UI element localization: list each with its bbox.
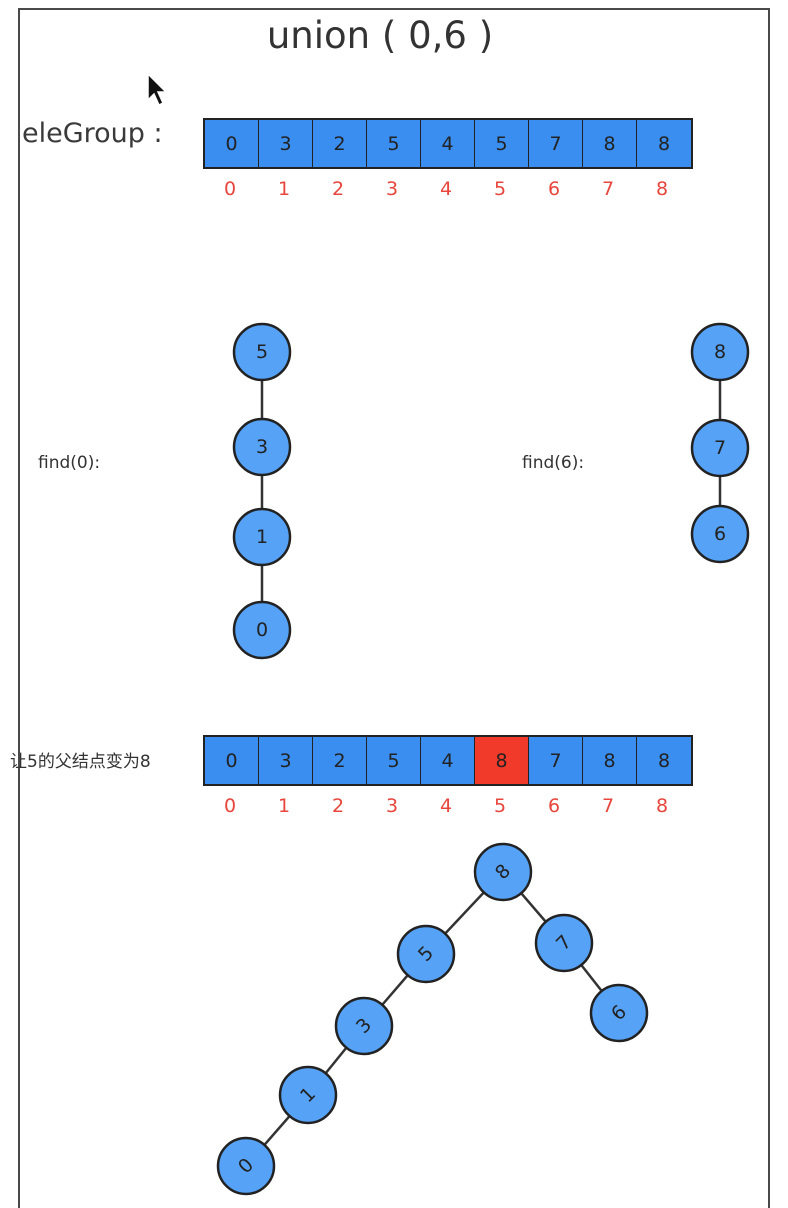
array-cell: 0: [205, 737, 259, 784]
array-index: 5: [493, 178, 507, 200]
find-right-label: find(6):: [522, 453, 585, 473]
array-index: 1: [277, 795, 291, 817]
array-cell: 8: [637, 737, 691, 784]
array-cell: 8: [475, 737, 529, 784]
tree-node: 8: [690, 322, 750, 382]
array-index: 3: [385, 795, 399, 817]
tree-node: 6: [690, 504, 750, 564]
array-after-label: 让5的父结点变为8: [10, 752, 151, 772]
array-index: 3: [385, 178, 399, 200]
tree-node: 3: [334, 996, 394, 1056]
diagram-title: union ( 0,6 ): [266, 14, 494, 57]
svg-text:0: 0: [256, 619, 268, 641]
find-left-label: find(0):: [38, 453, 101, 473]
mouse-cursor-icon: [147, 72, 168, 107]
array-index: 5: [493, 795, 507, 817]
array-cell: 5: [367, 120, 421, 167]
tree-node: 1: [232, 507, 292, 567]
tree-node: 8: [473, 842, 533, 902]
array-cell: 2: [313, 120, 367, 167]
array-index: 1: [277, 178, 291, 200]
array-cell: 4: [421, 120, 475, 167]
svg-text:5: 5: [256, 341, 268, 363]
array-index: 6: [547, 178, 561, 200]
array-cell: 5: [475, 120, 529, 167]
array-label: eleGroup :: [22, 118, 163, 149]
array-index: 6: [547, 795, 561, 817]
array-index: 7: [601, 178, 615, 200]
tree-node: 7: [690, 418, 750, 478]
svg-text:8: 8: [714, 341, 726, 363]
array-index: 4: [439, 178, 453, 200]
array-cell: 0: [205, 120, 259, 167]
svg-text:6: 6: [714, 523, 726, 545]
tree-node: 6: [589, 983, 649, 1043]
tree-node: 3: [232, 417, 292, 477]
array-index: 2: [331, 795, 345, 817]
array-index: 8: [655, 178, 669, 200]
tree-node: 0: [216, 1136, 276, 1196]
canvas-frame: [18, 8, 770, 1208]
array-index: 0: [223, 795, 237, 817]
array-cell: 3: [259, 737, 313, 784]
tree-node: 1: [278, 1065, 338, 1125]
array-index: 2: [331, 178, 345, 200]
svg-text:1: 1: [256, 526, 268, 548]
array-cell: 8: [583, 737, 637, 784]
array-cell: 3: [259, 120, 313, 167]
array-cell: 8: [583, 120, 637, 167]
array-cell: 8: [637, 120, 691, 167]
svg-text:7: 7: [714, 437, 726, 459]
array-cell: 5: [367, 737, 421, 784]
array-cell: 7: [529, 737, 583, 784]
svg-text:3: 3: [256, 436, 268, 458]
tree-node: 5: [396, 924, 456, 984]
array-index: 7: [601, 795, 615, 817]
array-after-indices: 0 1 2 3 4 5 6 7 8: [203, 795, 689, 817]
array-before-indices: 0 1 2 3 4 5 6 7 8: [203, 178, 689, 200]
array-index: 0: [223, 178, 237, 200]
tree-node: 5: [232, 322, 292, 382]
array-cell: 4: [421, 737, 475, 784]
tree-node: 7: [534, 913, 594, 973]
array-index: 8: [655, 795, 669, 817]
array-cell: 2: [313, 737, 367, 784]
tree-node: 0: [232, 600, 292, 660]
array-cell: 7: [529, 120, 583, 167]
array-index: 4: [439, 795, 453, 817]
